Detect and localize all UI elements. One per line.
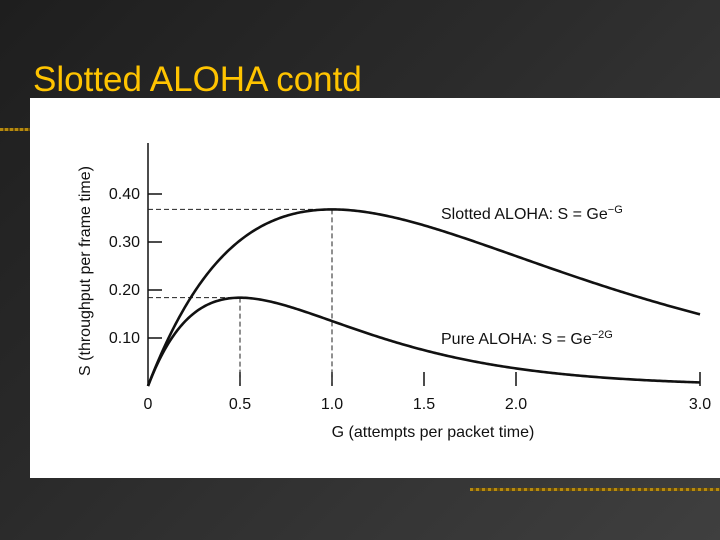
slotted-aloha-formula: Slotted ALOHA: S = Ge bbox=[441, 206, 608, 223]
y-tick-label: 0.10 bbox=[109, 330, 140, 347]
figure-panel: 0.10 0.20 0.30 0.40 0 0.5 1.0 1.5 2.0 3.0 S (thro… bbox=[30, 98, 720, 478]
aloha-throughput-chart: 0.10 0.20 0.30 0.40 0 0.5 1.0 1.5 2.0 3.0 S (thro… bbox=[77, 143, 711, 441]
x-tick-label: 1.0 bbox=[321, 396, 343, 413]
y-tick-label: 0.40 bbox=[109, 186, 140, 203]
x-axis-label: G (attempts per packet time) bbox=[332, 424, 535, 441]
slotted-aloha-exponent: −G bbox=[608, 204, 623, 216]
pure-aloha-formula: Pure ALOHA: S = Ge bbox=[441, 331, 592, 348]
pure-aloha-exponent: −2G bbox=[592, 329, 613, 341]
y-tick-label: 0.30 bbox=[109, 234, 140, 251]
decorative-rule-top bbox=[0, 128, 32, 131]
pure-aloha-label: Pure ALOHA: S = Ge−2G bbox=[441, 329, 613, 348]
decorative-rule-bottom bbox=[470, 488, 720, 491]
x-tick-label: 0.5 bbox=[229, 396, 251, 413]
pure-aloha-curve bbox=[146, 296, 701, 387]
y-axis-label: S (throughput per frame time) bbox=[77, 166, 94, 376]
x-tick-label: 2.0 bbox=[505, 396, 527, 413]
slotted-aloha-label: Slotted ALOHA: S = Ge−G bbox=[441, 204, 623, 223]
x-tick-label: 1.5 bbox=[413, 396, 435, 413]
x-tick-label: 0 bbox=[144, 396, 153, 413]
slide-title: Slotted ALOHA contd bbox=[33, 60, 362, 99]
x-tick-label: 3.0 bbox=[689, 396, 711, 413]
slotted-aloha-curve bbox=[146, 208, 701, 387]
y-tick-label: 0.20 bbox=[109, 282, 140, 299]
